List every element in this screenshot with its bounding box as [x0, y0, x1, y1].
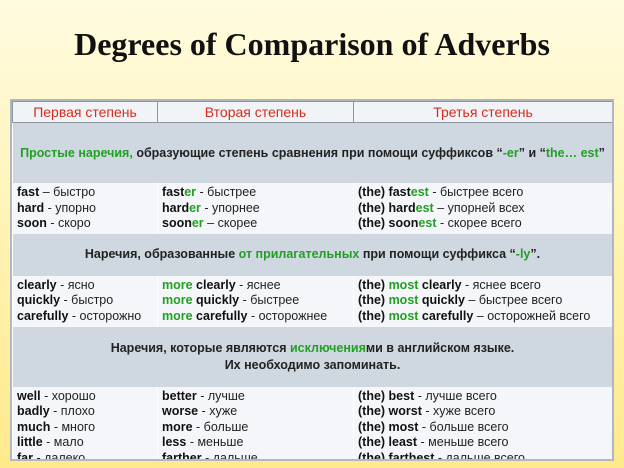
second-degree-cell: more clearly - яснее more quickly - быст…	[157, 275, 354, 327]
section-row-simple-adverbs: Простые наречия, образующие степень срав…	[12, 122, 612, 183]
second-degree-cell: better - лучше worse - хуже more - больш…	[157, 386, 354, 459]
header-row: Первая степень Вторая степень Третья сте…	[12, 101, 612, 123]
third-degree-cell: (the) fastest - быстрее всего (the) hard…	[353, 183, 612, 234]
header-second-degree: Вторая степень	[157, 101, 354, 123]
table-row: clearly - ясно quickly - быстро carefull…	[12, 275, 612, 327]
section-text-simple-adverbs: Простые наречия, образующие степень срав…	[12, 122, 612, 183]
comparison-table: Первая степень Вторая степень Третья сте…	[10, 99, 614, 461]
section-row-adjective-adverbs: Наречия, образованные от прилагательных …	[12, 233, 612, 276]
table-row: well - хорошо badly - плохо much - много…	[12, 386, 612, 459]
first-degree-cell: fast – быстро hard - упорно soon - скоро	[12, 183, 158, 234]
header-third-degree: Третья степень	[353, 101, 612, 123]
header-first-degree: Первая степень	[12, 101, 158, 123]
first-degree-cell: clearly - ясно quickly - быстро carefull…	[12, 275, 158, 327]
section-text-adjective-adverbs: Наречия, образованные от прилагательных …	[12, 233, 612, 276]
table-row: fast – быстро hard - упорно soon - скоро…	[12, 183, 612, 234]
section-row-exceptions: Наречия, которые являются исключениями в…	[12, 326, 612, 387]
third-degree-cell: (the) best - лучше всего (the) worst - х…	[353, 386, 612, 459]
slide-title: Degrees of Comparison of Adverbs	[74, 26, 550, 62]
first-degree-cell: well - хорошо badly - плохо much - много…	[12, 386, 158, 459]
section-text-exceptions: Наречия, которые являются исключениями в…	[12, 326, 612, 387]
third-degree-cell: (the) most clearly - яснее всего (the) m…	[353, 275, 612, 327]
second-degree-cell: faster - быстрее harder - упорнее sooner…	[157, 183, 354, 234]
